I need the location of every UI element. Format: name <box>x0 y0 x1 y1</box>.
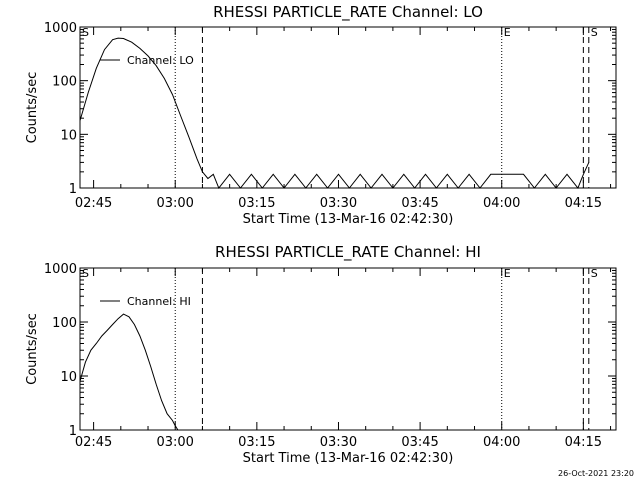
plot-frame <box>79 267 617 431</box>
legend-label: Channel: HI <box>127 295 191 308</box>
y-tick-label: 1 <box>69 182 77 197</box>
event-marker: S <box>82 267 89 280</box>
x-axis-label: Start Time (13-Mar-16 02:42:30) <box>243 451 454 466</box>
x-tick-label: 03:45 <box>401 196 438 211</box>
x-axis-label: Start Time (13-Mar-16 02:42:30) <box>243 212 454 227</box>
x-tick-label: 03:15 <box>238 196 275 211</box>
x-tick-label: 03:15 <box>238 435 275 450</box>
x-tick-label: 02:45 <box>75 196 112 211</box>
x-tick-label: 03:45 <box>401 435 438 450</box>
timestamp-footer: 26-Oct-2021 23:20 <box>558 469 634 478</box>
event-marker: S <box>591 267 598 280</box>
chart-title: RHESSI PARTICLE_RATE Channel: HI <box>215 243 481 262</box>
event-marker: S <box>591 26 598 39</box>
y-tick-label: 1000 <box>44 21 77 36</box>
x-tick-label: 03:00 <box>156 435 193 450</box>
chart-panel-0: RHESSI PARTICLE_RATE Channel: LO 1 10 100 10… <box>25 3 617 227</box>
y-tick-label: 10 <box>60 370 77 385</box>
y-tick-label: 10 <box>60 128 77 143</box>
y-axis-label: Counts/sec <box>25 72 40 144</box>
y-tick-label: 1000 <box>44 262 77 277</box>
data-series-line <box>79 313 179 431</box>
event-marker: S <box>82 26 89 39</box>
plot-frame <box>79 26 617 189</box>
x-tick-label: 04:00 <box>483 435 520 450</box>
x-tick-label: 02:45 <box>75 435 112 450</box>
event-marker: E <box>504 26 511 39</box>
y-tick-label: 100 <box>52 316 77 331</box>
y-tick-label: 100 <box>52 75 77 90</box>
y-tick-label: 1 <box>69 424 77 439</box>
data-series-line <box>79 37 590 189</box>
x-tick-label: 03:00 <box>156 196 193 211</box>
y-axis-label: Counts/sec <box>25 313 40 385</box>
x-tick-label: 03:30 <box>320 196 357 211</box>
chart-panel-1: RHESSI PARTICLE_RATE Channel: HI 1 10 100 10… <box>25 243 617 466</box>
event-marker: E <box>504 267 511 280</box>
legend-label: Channel: LO <box>127 54 194 67</box>
x-tick-label: 03:30 <box>320 435 357 450</box>
x-tick-label: 04:15 <box>565 435 602 450</box>
x-tick-label: 04:00 <box>483 196 520 211</box>
chart-title: RHESSI PARTICLE_RATE Channel: LO <box>213 3 483 22</box>
x-tick-label: 04:15 <box>565 196 602 211</box>
